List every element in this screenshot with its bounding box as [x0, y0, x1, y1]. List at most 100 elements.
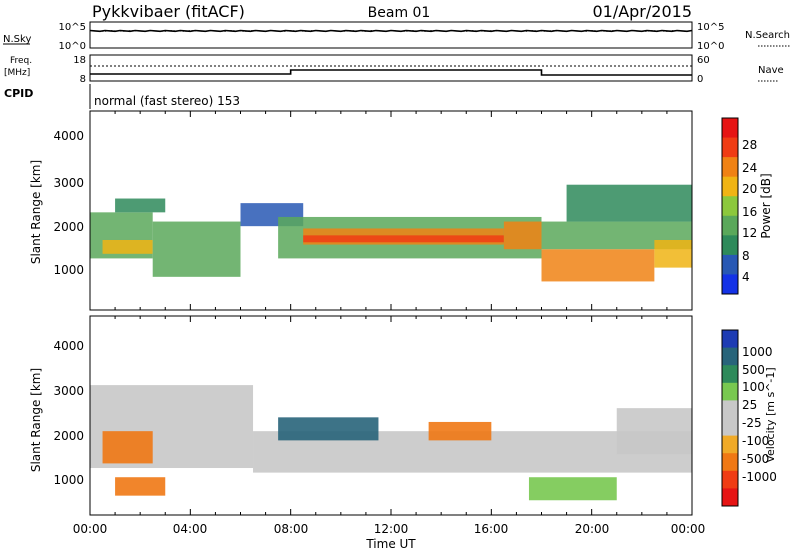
nsky-panel-frame: [89, 21, 693, 49]
power-colorbar-segment: [722, 274, 738, 295]
freq-trace: [90, 69, 692, 76]
power-band: [102, 239, 153, 254]
power-colorbar-segment: [722, 235, 738, 256]
velocity-colorbar-frame: [721, 329, 739, 507]
freq-tick-low: 8: [80, 74, 86, 85]
nave-tick-low: 0: [697, 74, 703, 85]
power-y-tick-label: 1000: [53, 263, 84, 277]
power-band: [152, 221, 241, 277]
nave-label: Nave: [758, 65, 784, 76]
velocity-colorbar-segment: [722, 330, 738, 349]
power-band: [303, 235, 504, 243]
velocity-y-tick-label: 2000: [53, 429, 84, 443]
power-colorbar-tick: 12: [742, 226, 757, 240]
x-tick-label: 20:00: [575, 522, 610, 536]
velocity-y-tick-label: 3000: [53, 384, 84, 398]
velocity-colorbar-tick: 25: [742, 398, 757, 412]
velocity-y-tick-label: 4000: [53, 339, 84, 353]
velocity-colorbar-tick: 100: [742, 380, 765, 394]
x-tick-label: 04:00: [173, 522, 208, 536]
date-label: 01/Apr/2015: [592, 2, 692, 21]
x-tick-label: 12:00: [374, 522, 409, 536]
cpid-label: CPID: [4, 87, 33, 100]
x-tick-label: 16:00: [474, 522, 509, 536]
velocity-colorbar-tick: -100: [742, 434, 769, 448]
velocity-y-tick-label: 1000: [53, 473, 84, 487]
velocity-colorbar-label: Velocity [m s^-1]: [764, 367, 777, 462]
power-band: [541, 249, 655, 282]
velocity-band: [428, 421, 492, 441]
velocity-colorbar: [722, 330, 738, 507]
nsky-tick-low: 10^0: [59, 41, 86, 52]
velocity-band: [102, 431, 153, 464]
power-colorbar-label: Power [dB]: [759, 173, 773, 238]
nsky-label: N.Sky: [3, 34, 31, 45]
freq-tick-high: 18: [73, 55, 86, 66]
nsky-tick-high: 10^5: [59, 22, 86, 33]
nsearch-tick-low: 10^0: [697, 41, 724, 52]
power-band: [503, 221, 542, 250]
nsearch-trace: [89, 30, 693, 32]
x-tick-label: 08:00: [274, 522, 309, 536]
power-colorbar-segment: [722, 254, 738, 275]
freq-label: Freq.: [10, 56, 32, 66]
power-y-tick-label: 4000: [53, 129, 84, 143]
x-axis-label: Time UT: [365, 537, 416, 551]
velocity-colorbar-segment: [722, 382, 738, 401]
power-colorbar-segment: [722, 215, 738, 236]
velocity-heatmap: [90, 385, 692, 501]
velocity-colorbar-tick: -25: [742, 416, 762, 430]
power-colorbar-tick: 20: [742, 182, 757, 196]
freq-unit: [MHz]: [4, 68, 30, 78]
x-tick-label: 00:00: [73, 522, 108, 536]
power-band: [115, 198, 166, 213]
x-tick-label: 00:00: [671, 522, 706, 536]
time-axis-ticks: [89, 111, 693, 515]
velocity-colorbar-tick: -500: [742, 452, 769, 466]
power-colorbar-segment: [722, 118, 738, 139]
power-y-axis-label: Slant Range [km]: [29, 160, 43, 264]
power-colorbar-tick: 16: [742, 205, 757, 219]
velocity-band: [528, 477, 617, 501]
power-y-tick-label: 3000: [53, 176, 84, 190]
velocity-colorbar-segment: [722, 365, 738, 384]
velocity-colorbar-segment: [722, 435, 738, 454]
velocity-colorbar-segment: [722, 400, 738, 419]
cpid-text: normal (fast stereo) 153: [94, 94, 240, 108]
power-colorbar-segment: [722, 137, 738, 158]
power-band: [654, 239, 692, 268]
nsearch-tick-high: 10^5: [697, 22, 724, 33]
velocity-band: [616, 408, 692, 455]
power-colorbar-segment: [722, 157, 738, 178]
velocity-band: [115, 477, 166, 496]
power-colorbar-tick: 24: [742, 161, 757, 175]
power-colorbar-frame: [721, 117, 739, 295]
velocity-colorbar-segment: [722, 453, 738, 472]
velocity-colorbar-tick: 500: [742, 363, 765, 377]
power-heatmap: [90, 184, 692, 282]
power-colorbar-tick: 8: [742, 249, 750, 263]
power-colorbar-tick: 28: [742, 138, 757, 152]
nave-tick-high: 60: [697, 55, 710, 66]
power-colorbar-segment: [722, 196, 738, 217]
velocity-colorbar-segment: [722, 347, 738, 366]
velocity-band: [278, 417, 379, 441]
velocity-colorbar-tick: -1000: [742, 470, 777, 484]
power-colorbar: [722, 118, 738, 295]
power-band: [566, 184, 692, 222]
nsearch-label: N.Search: [745, 30, 790, 41]
power-y-axis: 1000 2000 3000 4000: [53, 129, 84, 277]
beam-label: Beam 01: [368, 5, 431, 21]
radar-title: Pykkvibaer (fitACF): [92, 2, 245, 21]
velocity-colorbar-segment: [722, 418, 738, 437]
velocity-colorbar-segment: [722, 488, 738, 507]
power-y-tick-label: 2000: [53, 220, 84, 234]
velocity-y-axis: 1000 2000 3000 4000: [53, 339, 84, 487]
velocity-y-axis-label: Slant Range [km]: [29, 368, 43, 472]
velocity-colorbar-segment: [722, 470, 738, 489]
velocity-colorbar-tick: 1000: [742, 345, 773, 359]
power-colorbar-tick: 4: [742, 270, 750, 284]
freq-panel-frame: [89, 54, 693, 82]
power-colorbar-segment: [722, 176, 738, 197]
